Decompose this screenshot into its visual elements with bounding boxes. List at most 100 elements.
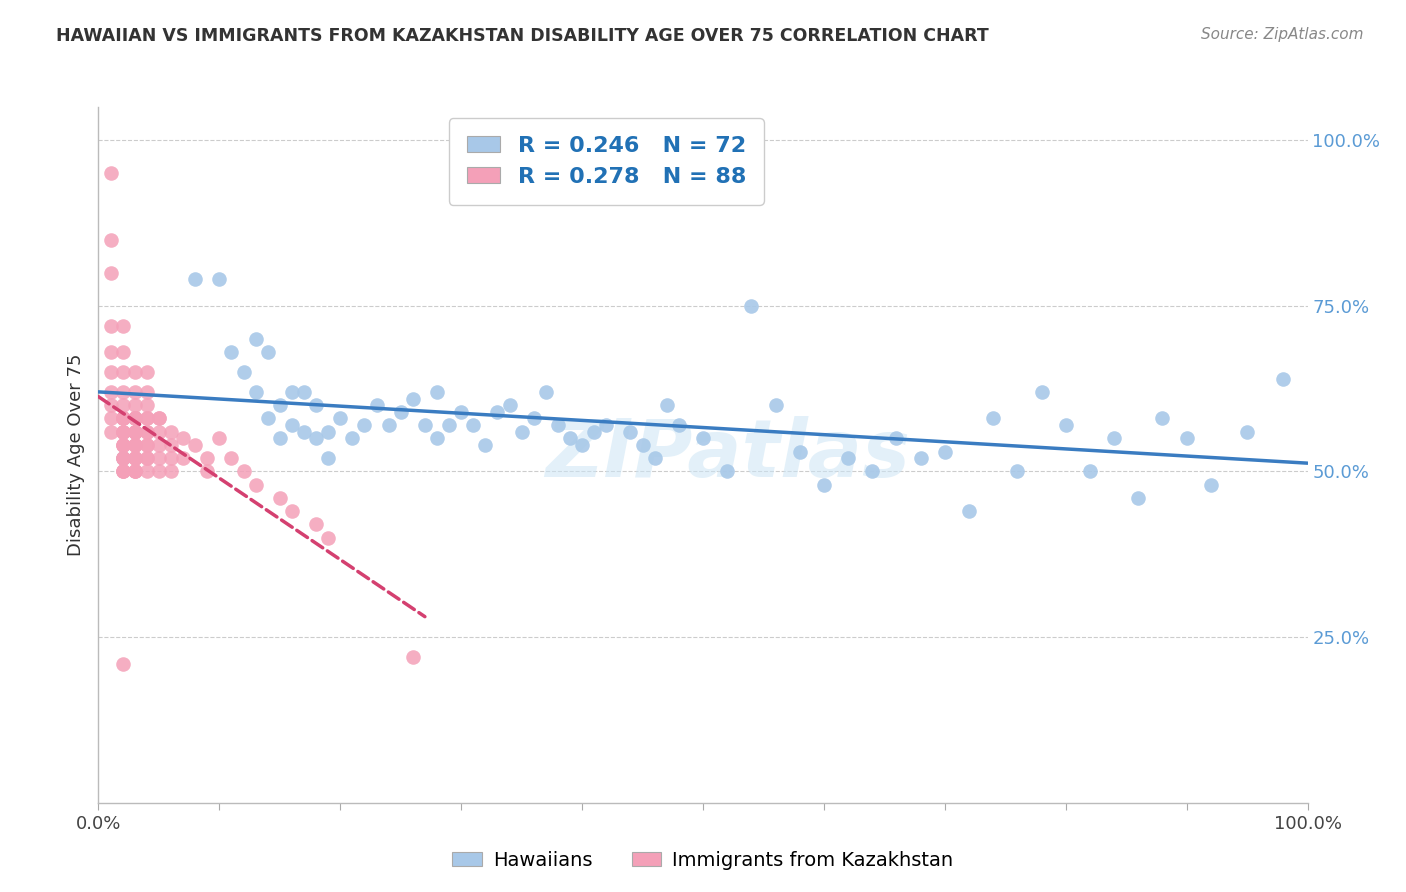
Point	[534, 384, 557, 399]
Point	[160, 465, 183, 479]
Text: Source: ZipAtlas.com: Source: ZipAtlas.com	[1201, 27, 1364, 42]
Point	[1236, 425, 1258, 439]
Point	[463, 418, 485, 433]
Point	[245, 384, 267, 399]
Point	[135, 398, 157, 412]
Point	[124, 465, 146, 479]
Point	[402, 650, 425, 665]
Point	[269, 431, 291, 445]
Point	[1007, 465, 1029, 479]
Point	[124, 451, 146, 466]
Point	[195, 451, 218, 466]
Point	[256, 411, 278, 425]
Point	[329, 411, 352, 425]
Point	[172, 431, 194, 445]
Point	[135, 451, 157, 466]
Point	[886, 431, 908, 445]
Point	[342, 431, 364, 445]
Point	[426, 431, 449, 445]
Point	[389, 405, 412, 419]
Point	[100, 345, 122, 359]
Point	[957, 504, 980, 518]
Point	[111, 451, 134, 466]
Point	[583, 425, 606, 439]
Point	[245, 477, 267, 491]
Point	[111, 451, 134, 466]
Point	[124, 465, 146, 479]
Point	[148, 411, 170, 425]
Point	[316, 425, 339, 439]
Point	[281, 418, 304, 433]
Point	[305, 517, 328, 532]
Point	[100, 425, 122, 439]
Point	[558, 431, 581, 445]
Point	[510, 425, 533, 439]
Point	[148, 465, 170, 479]
Point	[413, 418, 436, 433]
Point	[100, 398, 122, 412]
Point	[135, 411, 157, 425]
Point	[281, 504, 304, 518]
Point	[100, 411, 122, 425]
Point	[111, 384, 134, 399]
Point	[100, 384, 122, 399]
Point	[124, 438, 146, 452]
Point	[124, 365, 146, 379]
Point	[111, 465, 134, 479]
Point	[789, 444, 811, 458]
Point	[269, 491, 291, 505]
Point	[292, 425, 315, 439]
Point	[100, 233, 122, 247]
Point	[111, 657, 134, 671]
Legend: R = 0.246   N = 72, R = 0.278   N = 88: R = 0.246 N = 72, R = 0.278 N = 88	[449, 118, 763, 205]
Point	[124, 411, 146, 425]
Point	[111, 411, 134, 425]
Point	[644, 451, 666, 466]
Point	[135, 411, 157, 425]
Point	[377, 418, 399, 433]
Point	[426, 384, 449, 399]
Point	[655, 398, 678, 412]
Point	[813, 477, 835, 491]
Point	[160, 451, 183, 466]
Point	[860, 465, 883, 479]
Point	[366, 398, 388, 412]
Point	[1199, 477, 1222, 491]
Point	[124, 425, 146, 439]
Point	[305, 398, 328, 412]
Point	[111, 398, 134, 412]
Point	[208, 272, 231, 286]
Point	[135, 365, 157, 379]
Point	[135, 438, 157, 452]
Point	[195, 465, 218, 479]
Point	[111, 318, 134, 333]
Point	[111, 411, 134, 425]
Point	[1054, 418, 1077, 433]
Text: HAWAIIAN VS IMMIGRANTS FROM KAZAKHSTAN DISABILITY AGE OVER 75 CORRELATION CHART: HAWAIIAN VS IMMIGRANTS FROM KAZAKHSTAN D…	[56, 27, 988, 45]
Point	[619, 425, 641, 439]
Point	[148, 411, 170, 425]
Point	[221, 451, 243, 466]
Point	[111, 425, 134, 439]
Point	[1152, 411, 1174, 425]
Point	[124, 425, 146, 439]
Point	[111, 365, 134, 379]
Point	[486, 405, 509, 419]
Point	[631, 438, 654, 452]
Point	[571, 438, 593, 452]
Point	[184, 272, 207, 286]
Point	[1272, 372, 1295, 386]
Point	[111, 451, 134, 466]
Point	[124, 451, 146, 466]
Point	[1078, 465, 1101, 479]
Point	[135, 438, 157, 452]
Point	[124, 425, 146, 439]
Point	[124, 425, 146, 439]
Point	[208, 431, 231, 445]
Point	[281, 384, 304, 399]
Point	[172, 451, 194, 466]
Point	[124, 398, 146, 412]
Point	[111, 438, 134, 452]
Point	[668, 418, 690, 433]
Point	[148, 451, 170, 466]
